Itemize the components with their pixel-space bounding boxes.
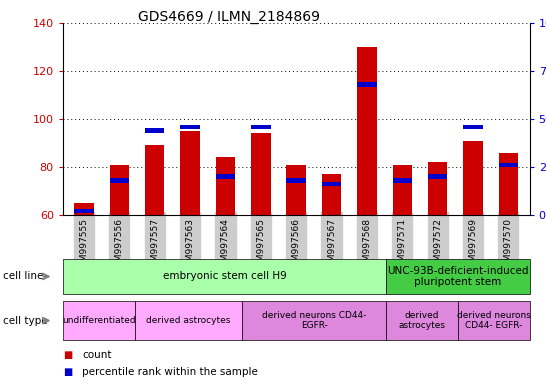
Text: derived
astrocytes: derived astrocytes	[399, 311, 446, 330]
Bar	[428, 162, 447, 215]
Text: ■: ■	[63, 350, 72, 360]
Text: percentile rank within the sample: percentile rank within the sample	[82, 367, 258, 377]
Text: cell type: cell type	[3, 316, 48, 326]
Bar	[393, 178, 412, 183]
Text: cell line: cell line	[3, 271, 43, 281]
Bar	[110, 178, 129, 183]
Text: derived neurons
CD44- EGFR-: derived neurons CD44- EGFR-	[457, 311, 531, 330]
Bar	[322, 182, 341, 187]
Bar	[74, 203, 94, 215]
Text: derived astrocytes: derived astrocytes	[146, 316, 230, 325]
Bar	[464, 141, 483, 215]
Bar	[357, 82, 377, 87]
Bar	[145, 146, 164, 215]
Text: GDS4669 / ILMN_2184869: GDS4669 / ILMN_2184869	[138, 10, 321, 23]
Bar	[464, 124, 483, 129]
Bar	[357, 47, 377, 215]
Bar	[428, 174, 447, 179]
Bar	[251, 133, 271, 215]
Text: ■: ■	[63, 367, 72, 377]
Bar	[498, 152, 518, 215]
Bar	[216, 174, 235, 179]
Bar	[180, 131, 200, 215]
Text: count: count	[82, 350, 111, 360]
Bar	[498, 163, 518, 167]
Bar	[110, 165, 129, 215]
Bar	[287, 178, 306, 183]
Bar	[251, 124, 271, 129]
Bar	[322, 174, 341, 215]
Text: derived neurons CD44-
EGFR-: derived neurons CD44- EGFR-	[262, 311, 366, 330]
Text: undifferentiated: undifferentiated	[62, 316, 135, 325]
Text: UNC-93B-deficient-induced
pluripotent stem: UNC-93B-deficient-induced pluripotent st…	[387, 266, 529, 287]
Bar	[145, 128, 164, 133]
Bar	[216, 157, 235, 215]
Bar	[180, 124, 200, 129]
Text: embryonic stem cell H9: embryonic stem cell H9	[163, 271, 286, 281]
Bar	[287, 165, 306, 215]
Bar	[393, 165, 412, 215]
Bar	[74, 209, 94, 214]
